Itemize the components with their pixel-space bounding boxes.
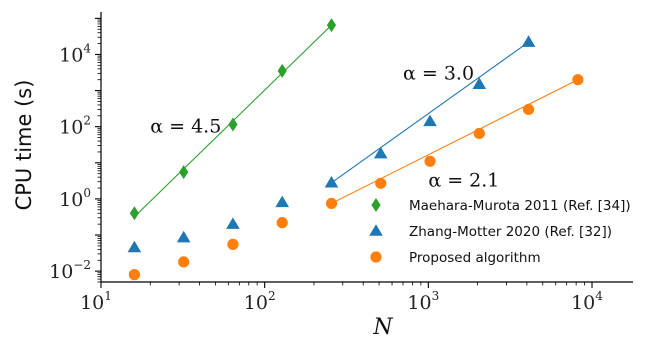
data-point-series-0 — [326, 18, 337, 33]
x-tick-exponent: 1 — [104, 289, 112, 303]
data-point-series-1 — [226, 217, 240, 229]
legend-label: Maehara-Murota 2011 (Ref. [34]) — [409, 198, 631, 214]
fit-line-series-2 — [331, 79, 579, 204]
data-point-series-1 — [521, 35, 536, 47]
x-tick-base: 10 — [407, 292, 431, 314]
slope-annotations: α = 4.5 α = 3.0 α = 2.1 — [150, 63, 499, 192]
legend-marker-series-1 — [369, 224, 383, 236]
legend: Maehara-Murota 2011 (Ref. [34]) Zhang-Mot… — [369, 198, 631, 266]
x-axis-label: N — [372, 315, 393, 337]
y-tick-exponent: 4 — [83, 41, 91, 55]
data-point-series-1 — [373, 146, 388, 159]
data-point-series-2 — [473, 127, 485, 140]
y-tick-exponent: 0 — [83, 186, 91, 200]
x-tick-base: 10 — [571, 292, 595, 314]
fit-line-series-1 — [331, 41, 529, 184]
data-point-series-0 — [179, 165, 189, 180]
data-point-series-2 — [424, 155, 436, 167]
y-tick-base: 10 — [59, 189, 83, 211]
data-point-series-1 — [275, 195, 290, 208]
data-point-series-1 — [472, 77, 487, 89]
y-tick-label: 104 — [59, 41, 91, 66]
data-point-series-1 — [176, 230, 191, 243]
x-tick-label: 101 — [80, 289, 112, 314]
x-tick-exponent: 4 — [595, 289, 603, 303]
data-points — [127, 18, 584, 281]
y-tick-base: 10 — [49, 261, 73, 283]
slope-annotation: α = 3.0 — [403, 63, 474, 85]
y-tick-base: 10 — [59, 44, 83, 66]
legend-label: Proposed algorithm — [409, 250, 541, 266]
slope-annotation: α = 2.1 — [428, 170, 499, 192]
data-point-series-2 — [522, 103, 535, 116]
data-point-series-2 — [128, 269, 141, 281]
y-tick-label: 102 — [59, 114, 91, 139]
x-tick-base: 10 — [244, 292, 268, 314]
data-point-series-2 — [178, 256, 190, 268]
data-point-series-0 — [228, 117, 238, 132]
data-point-series-1 — [423, 114, 437, 127]
x-tick-exponent: 3 — [432, 289, 440, 303]
data-point-series-0 — [129, 206, 140, 221]
data-point-series-1 — [127, 240, 142, 253]
x-tick-base: 10 — [80, 292, 104, 314]
x-tick-label: 103 — [407, 289, 439, 314]
data-point-series-2 — [375, 177, 387, 189]
y-tick-exponent: 2 — [83, 114, 91, 128]
data-point-series-1 — [324, 175, 339, 188]
x-tick-label: 104 — [571, 289, 603, 314]
legend-marker-series-0 — [371, 198, 381, 212]
y-tick-base: 10 — [59, 117, 83, 139]
data-point-series-2 — [572, 74, 584, 86]
x-tick-label: 102 — [244, 289, 276, 314]
y-tick-exponent: −2 — [73, 258, 91, 272]
data-point-series-2 — [227, 238, 239, 250]
data-point-series-2 — [325, 197, 338, 210]
y-axis-label: CPU time (s) — [12, 80, 36, 211]
legend-label: Zhang-Motter 2020 (Ref. [32]) — [409, 224, 612, 240]
y-tick-label: 10−2 — [49, 258, 91, 283]
y-tick-label: 100 — [59, 186, 91, 211]
legend-marker-series-2 — [370, 251, 382, 263]
x-tick-exponent: 2 — [268, 289, 276, 303]
slope-annotation: α = 4.5 — [150, 115, 221, 137]
data-point-series-0 — [277, 63, 287, 78]
data-point-series-2 — [276, 217, 288, 229]
